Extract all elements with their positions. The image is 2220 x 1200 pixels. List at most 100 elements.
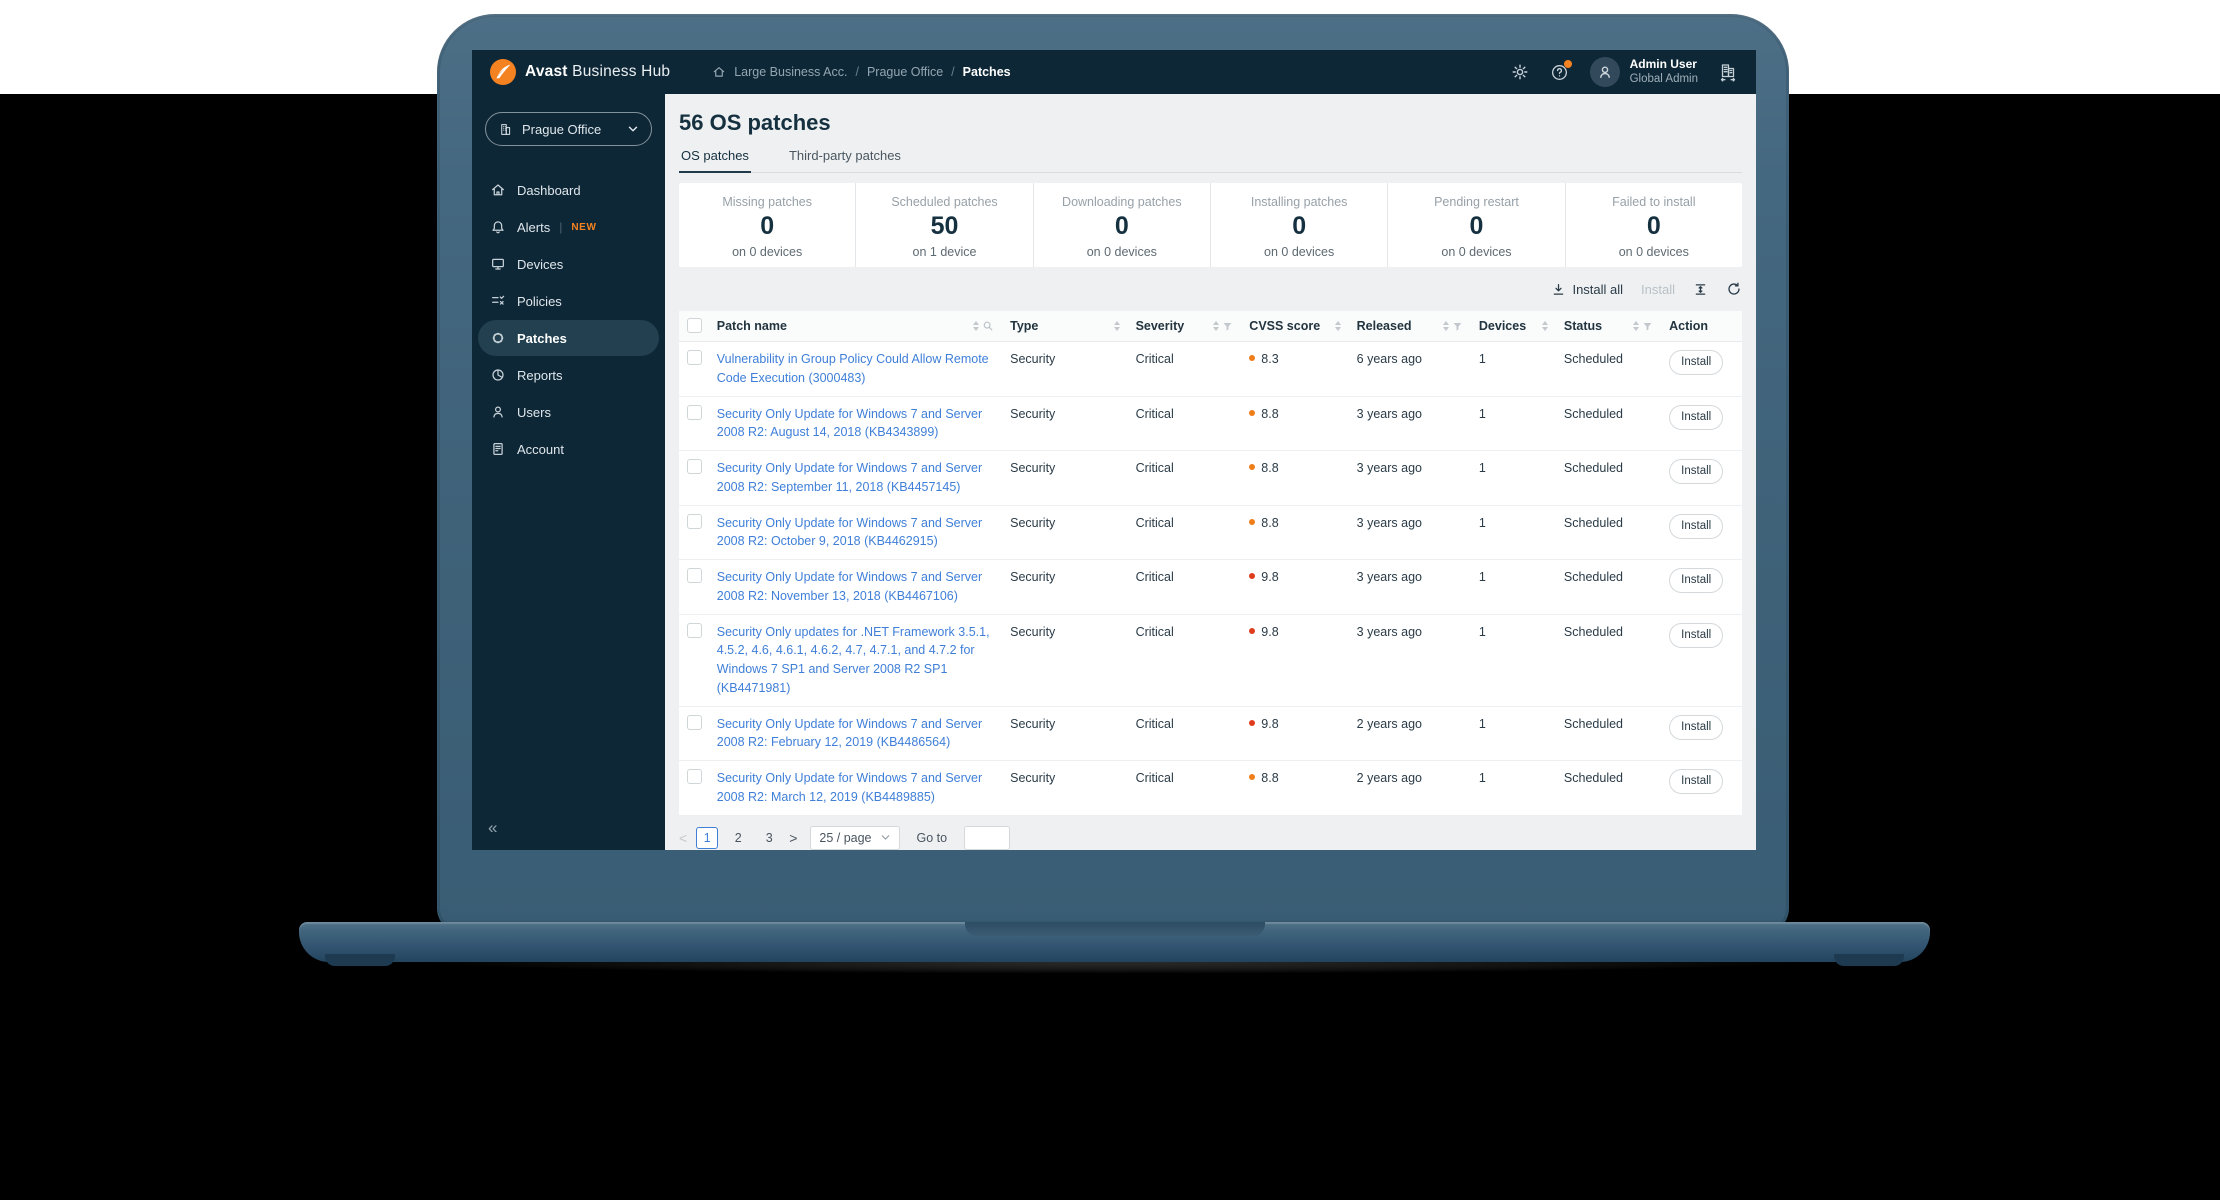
row-install-button[interactable]: Install bbox=[1669, 622, 1724, 648]
status-cell: Scheduled bbox=[1555, 450, 1662, 506]
column-header-severity[interactable]: Severity bbox=[1127, 311, 1242, 342]
next-page-button[interactable]: > bbox=[789, 829, 798, 846]
row-checkbox[interactable] bbox=[687, 513, 702, 529]
sort-icon[interactable] bbox=[973, 321, 980, 331]
action-cell: Install bbox=[1661, 396, 1742, 451]
row-install-button[interactable]: Install bbox=[1669, 404, 1724, 430]
cvss-cell: 9.8 bbox=[1241, 614, 1349, 707]
row-checkbox[interactable] bbox=[687, 714, 702, 730]
sidebar-item-patches[interactable]: Patches bbox=[478, 320, 659, 356]
row-install-button[interactable]: Install bbox=[1669, 769, 1724, 795]
column-header-type[interactable]: Type bbox=[1002, 311, 1128, 342]
table-row: Security Only Update for Windows 7 and S… bbox=[679, 396, 1742, 451]
sort-icon[interactable] bbox=[1541, 321, 1548, 331]
user-role: Global Admin bbox=[1629, 73, 1698, 86]
severity-cell: Critical bbox=[1127, 614, 1242, 707]
breadcrumb-item[interactable]: Large Business Acc. bbox=[734, 65, 848, 79]
page-button-3[interactable]: 3 bbox=[765, 830, 773, 845]
patch-name-link[interactable]: Vulnerability in Group Policy Could Allo… bbox=[716, 352, 989, 385]
row-height-icon[interactable] bbox=[1693, 282, 1708, 297]
cvss-cell: 8.8 bbox=[1241, 760, 1349, 816]
select-all-checkbox[interactable] bbox=[687, 318, 702, 333]
column-header-patch-name[interactable]: Patch name bbox=[708, 311, 1003, 342]
help-icon[interactable] bbox=[1550, 60, 1572, 82]
sidebar-item-icon bbox=[490, 367, 506, 383]
patch-name-link[interactable]: Security Only Update for Windows 7 and S… bbox=[716, 406, 983, 440]
sort-icon[interactable] bbox=[1213, 321, 1220, 331]
column-header-status[interactable]: Status bbox=[1555, 311, 1662, 342]
tab-third-party-patches[interactable]: Third-party patches bbox=[788, 148, 901, 163]
sidebar-collapse-icon[interactable]: « bbox=[488, 818, 498, 837]
row-checkbox[interactable] bbox=[687, 769, 702, 784]
row-select-cell bbox=[679, 706, 709, 761]
page-size-select[interactable]: 25 / page bbox=[810, 825, 900, 850]
filter-icon[interactable] bbox=[1642, 321, 1653, 332]
row-checkbox[interactable] bbox=[687, 404, 702, 420]
patch-name-cell: Security Only Update for Windows 7 and S… bbox=[708, 450, 1003, 506]
patch-name-link[interactable]: Security Only Update for Windows 7 and S… bbox=[716, 570, 983, 603]
sidebar-item-reports[interactable]: Reports bbox=[478, 357, 659, 393]
select-all-cell bbox=[679, 311, 709, 342]
column-header-cvss-score[interactable]: CVSS score bbox=[1241, 311, 1349, 342]
row-install-button[interactable]: Install bbox=[1669, 513, 1724, 539]
row-checkbox[interactable] bbox=[687, 350, 702, 365]
refresh-icon[interactable] bbox=[1726, 281, 1742, 297]
filter-icon[interactable] bbox=[1452, 321, 1463, 332]
patch-name-link[interactable]: Security Only Update for Windows 7 and S… bbox=[716, 771, 983, 804]
row-select-cell bbox=[679, 341, 709, 397]
install-button[interactable]: Install bbox=[1641, 282, 1675, 297]
page-button-2[interactable]: 2 bbox=[734, 830, 742, 845]
settings-gear-icon[interactable] bbox=[1510, 62, 1530, 82]
sort-icon[interactable] bbox=[1633, 321, 1640, 331]
sidebar-item-users[interactable]: Users bbox=[478, 394, 659, 430]
sidebar-item-alerts[interactable]: Alerts | NEW bbox=[478, 209, 659, 245]
avatar[interactable] bbox=[1589, 57, 1620, 87]
company-switcher-icon[interactable] bbox=[1718, 62, 1738, 82]
laptop-foot bbox=[1834, 954, 1904, 966]
row-install-button[interactable]: Install bbox=[1669, 350, 1724, 376]
sort-icon[interactable] bbox=[1334, 321, 1341, 331]
search-icon[interactable] bbox=[982, 320, 994, 332]
patch-name-link[interactable]: Security Only updates for .NET Framework… bbox=[716, 624, 990, 695]
sidebar-item-policies[interactable]: Policies bbox=[478, 283, 659, 319]
sidebar-item-icon bbox=[490, 182, 506, 198]
patch-name-link[interactable]: Security Only Update for Windows 7 and S… bbox=[716, 716, 983, 750]
patch-name-link[interactable]: Security Only Update for Windows 7 and S… bbox=[716, 515, 983, 549]
patch-name-link[interactable]: Security Only Update for Windows 7 and S… bbox=[716, 461, 983, 494]
sort-icon[interactable] bbox=[1442, 321, 1449, 331]
table-row: Security Only updates for .NET Framework… bbox=[679, 614, 1742, 707]
org-selector[interactable]: Prague Office bbox=[485, 112, 652, 146]
breadcrumb-item: Patches bbox=[962, 65, 1011, 79]
row-checkbox[interactable] bbox=[687, 459, 702, 474]
sort-icon[interactable] bbox=[1113, 321, 1120, 331]
goto-label: Go to bbox=[916, 830, 948, 845]
sidebar-item-devices[interactable]: Devices bbox=[478, 246, 659, 282]
row-install-button[interactable]: Install bbox=[1669, 714, 1724, 740]
released-cell: 3 years ago bbox=[1348, 559, 1471, 615]
install-label: Install bbox=[1641, 281, 1675, 297]
stat-card: Scheduled patches 50 on 1 device bbox=[855, 183, 1032, 267]
column-header-released[interactable]: Released bbox=[1348, 311, 1471, 342]
row-checkbox[interactable] bbox=[687, 622, 702, 638]
sidebar-item-account[interactable]: Account bbox=[478, 431, 659, 467]
stat-value: 0 bbox=[760, 212, 775, 240]
severity-cell: Critical bbox=[1127, 505, 1242, 560]
breadcrumb-item[interactable]: Prague Office bbox=[866, 65, 944, 79]
row-install-button[interactable]: Install bbox=[1669, 459, 1724, 485]
action-cell: Install bbox=[1661, 450, 1742, 506]
sidebar-item-dashboard[interactable]: Dashboard bbox=[478, 172, 659, 208]
install-all-button[interactable]: Install all bbox=[1551, 282, 1623, 297]
prev-page-button[interactable]: < bbox=[679, 829, 688, 846]
page-button-1[interactable]: 1 bbox=[696, 826, 719, 849]
column-label: Patch name bbox=[716, 319, 787, 333]
install-all-label: Install all bbox=[1572, 281, 1624, 297]
filter-icon[interactable] bbox=[1222, 321, 1233, 332]
goto-page-input[interactable] bbox=[964, 825, 1011, 850]
row-checkbox[interactable] bbox=[687, 568, 702, 583]
user-info[interactable]: Admin User Global Admin bbox=[1630, 57, 1698, 86]
page-size-value: 25 / page bbox=[819, 830, 872, 845]
badge-divider: | bbox=[559, 220, 563, 234]
row-install-button[interactable]: Install bbox=[1669, 568, 1724, 594]
column-header-devices[interactable]: Devices bbox=[1470, 311, 1556, 342]
tab-os-patches[interactable]: OS patches bbox=[679, 148, 751, 173]
